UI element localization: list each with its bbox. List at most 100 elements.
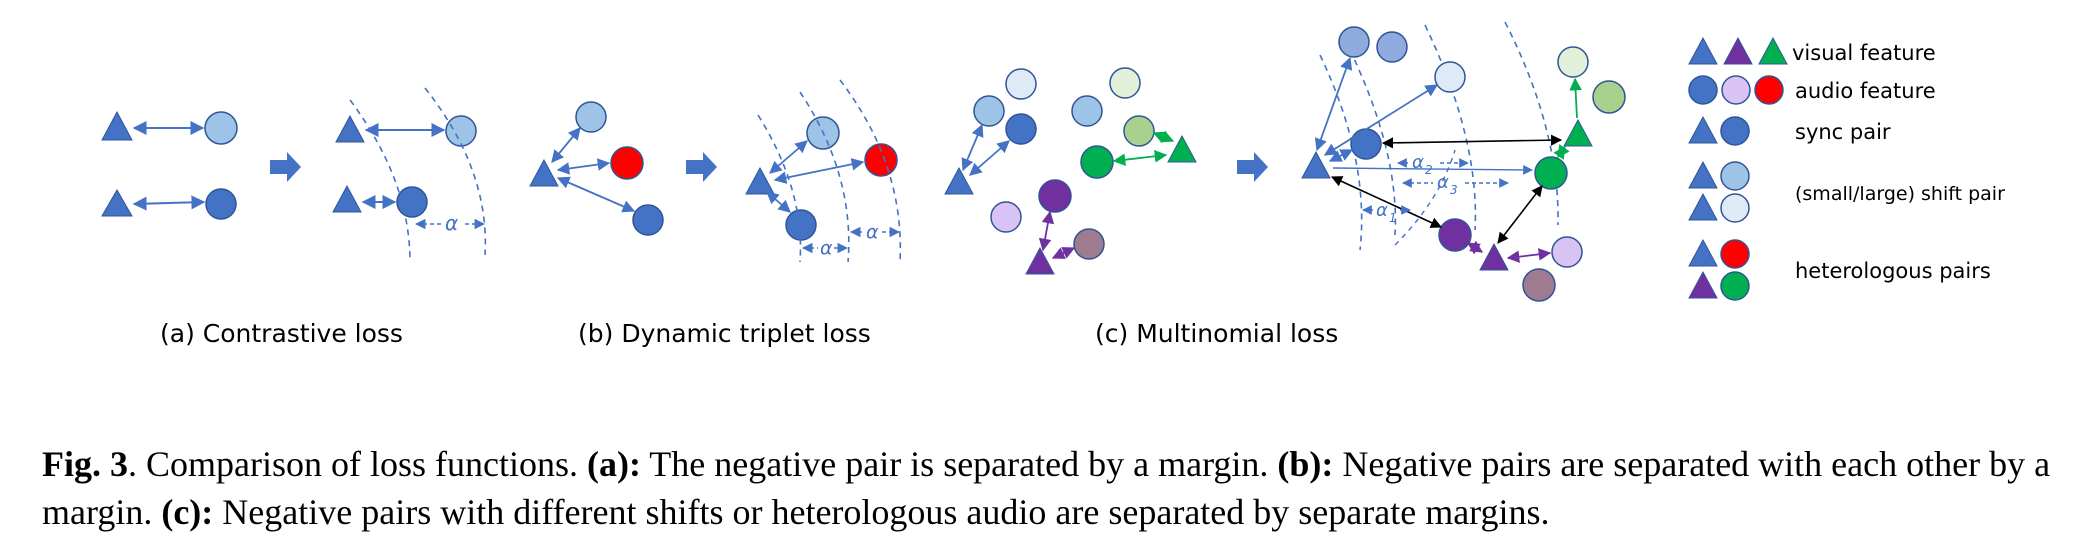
triangle-icon	[1688, 36, 1718, 65]
margin-arc	[349, 99, 411, 263]
audio-circle-purple	[1038, 179, 1072, 213]
pair-arrow-green	[1112, 150, 1168, 166]
pair-arrow	[766, 191, 791, 213]
audio-circle-light-purple	[990, 201, 1022, 233]
audio-circle-mauve	[1073, 228, 1105, 260]
audio-circle-sync	[1005, 113, 1037, 145]
figure-caption: Fig. 3. Comparison of loss functions. (a…	[42, 440, 2052, 536]
audio-circle-purple	[1438, 218, 1472, 252]
pair-arrow	[556, 176, 636, 213]
legend-label: audio feature	[1795, 79, 1936, 103]
margin-arc	[424, 87, 487, 256]
visual-triangle-purple	[1025, 246, 1055, 275]
transition-arrow	[686, 152, 717, 182]
legend-label: visual feature	[1792, 41, 1936, 65]
visual-triangle	[101, 110, 133, 141]
audio-circle-light-purple	[1551, 236, 1583, 268]
pair-arrow	[961, 123, 984, 172]
audio-circle-shift	[1376, 31, 1408, 63]
circle-icon	[1720, 193, 1750, 223]
circle-icon	[1721, 75, 1751, 105]
panel-b: α α (b) Dynamic triplet loss	[529, 79, 902, 348]
audio-circle-shift	[1338, 26, 1370, 58]
pair-arrow	[551, 127, 581, 163]
audio-circle-sync	[1350, 128, 1382, 160]
pair-arrow	[773, 158, 865, 184]
caption-c-label: (c):	[161, 492, 214, 532]
audio-circle-shift	[1071, 95, 1103, 127]
pair-arrow	[1328, 149, 1354, 162]
legend-item-visual-feature: visual feature	[1688, 36, 1936, 65]
margin-arc	[839, 79, 902, 263]
figure-diagram: α (a) Contrastive loss α α (b) Dynamic t…	[101, 21, 2005, 348]
visual-triangle	[529, 158, 559, 187]
legend-item-shift-pair: (small/large) shift pair	[1688, 160, 2005, 223]
pair-arrow-purple	[1506, 248, 1552, 263]
pair-arrow-green	[1553, 144, 1570, 160]
pair-arrow	[1314, 56, 1353, 152]
visual-triangle	[332, 184, 362, 213]
transition-arrow	[270, 152, 301, 182]
visual-triangle-green	[1167, 134, 1197, 163]
circle-icon	[1720, 116, 1750, 146]
legend-label: (small/large) shift pair	[1795, 183, 2005, 205]
margin-arc	[1424, 24, 1477, 231]
audio-circle-green-shift	[1592, 80, 1626, 114]
margin-alpha1-label: α	[1376, 200, 1388, 221]
audio-circle-shift	[973, 95, 1005, 127]
legend-label: heterologous pairs	[1795, 259, 1991, 283]
pair-arrow-purple	[1051, 247, 1076, 259]
margin-alpha3-subscript: 3	[1450, 183, 1458, 197]
caption-fig-label: Fig. 3	[42, 444, 128, 484]
audio-circle-sync	[632, 204, 664, 236]
circle-icon	[1754, 75, 1784, 105]
legend: visual feature audio feature sync pair (…	[1688, 36, 2005, 301]
audio-circle-shift-large	[1434, 61, 1466, 93]
visual-triangle	[101, 188, 133, 217]
audio-circle-shift	[445, 115, 477, 147]
neg-arrow	[1497, 185, 1543, 244]
panel-c-label: (c) Multinomial loss	[1095, 319, 1338, 348]
neg-arrow	[1330, 176, 1443, 228]
pair-arrow-green	[1152, 130, 1175, 144]
margin-arc	[1504, 21, 1559, 226]
audio-circle-heterologous	[864, 143, 898, 177]
circle-icon	[1720, 161, 1750, 191]
visual-triangle	[1301, 150, 1331, 179]
visual-triangle-green	[1563, 118, 1593, 147]
caption-c-text: Negative pairs with different shifts or …	[213, 492, 1550, 532]
triangle-icon	[1688, 238, 1718, 267]
pair-arrow	[1332, 165, 1533, 175]
audio-circle-pale-green	[1557, 46, 1589, 78]
visual-triangle	[335, 114, 365, 143]
circle-icon	[1720, 239, 1750, 269]
panel-a-label: (a) Contrastive loss	[160, 319, 403, 348]
margin-alpha-label: α	[445, 211, 458, 235]
neg-arrow	[1381, 134, 1563, 149]
pair-arrow	[556, 158, 611, 175]
triangle-icon	[1758, 36, 1788, 65]
audio-circle-mauve	[1522, 268, 1556, 302]
margin-arc	[799, 91, 850, 263]
audio-circle-green-shift	[1123, 115, 1155, 147]
audio-circle-green-sync	[1534, 156, 1568, 190]
audio-circle-shift	[575, 101, 607, 133]
panel-b-label: (b) Dynamic triplet loss	[578, 319, 871, 348]
legend-item-audio-feature: audio feature	[1688, 75, 1936, 105]
margin-alpha2-label: α	[1412, 152, 1424, 173]
caption-a-label: (a):	[586, 444, 641, 484]
legend-label: sync pair	[1795, 120, 1891, 144]
panel-a: α (a) Contrastive loss	[101, 87, 487, 348]
pair-arrow	[969, 140, 1010, 176]
margin-arc	[1394, 149, 1456, 246]
margin-alpha-label: α	[820, 237, 833, 259]
audio-circle-shift	[204, 111, 238, 145]
audio-circle-sync	[205, 188, 237, 220]
audio-circle-green-sync	[1080, 145, 1114, 179]
legend-item-heterologous-pairs: heterologous pairs	[1688, 238, 1991, 301]
triangle-icon	[1688, 192, 1718, 221]
margin-alpha1-subscript: 1	[1389, 211, 1397, 225]
panel-c: α 1 α 2 α 3 (c) Multinomial loss	[944, 21, 1626, 348]
transition-arrow	[1237, 152, 1268, 182]
triangle-icon	[1688, 270, 1718, 299]
